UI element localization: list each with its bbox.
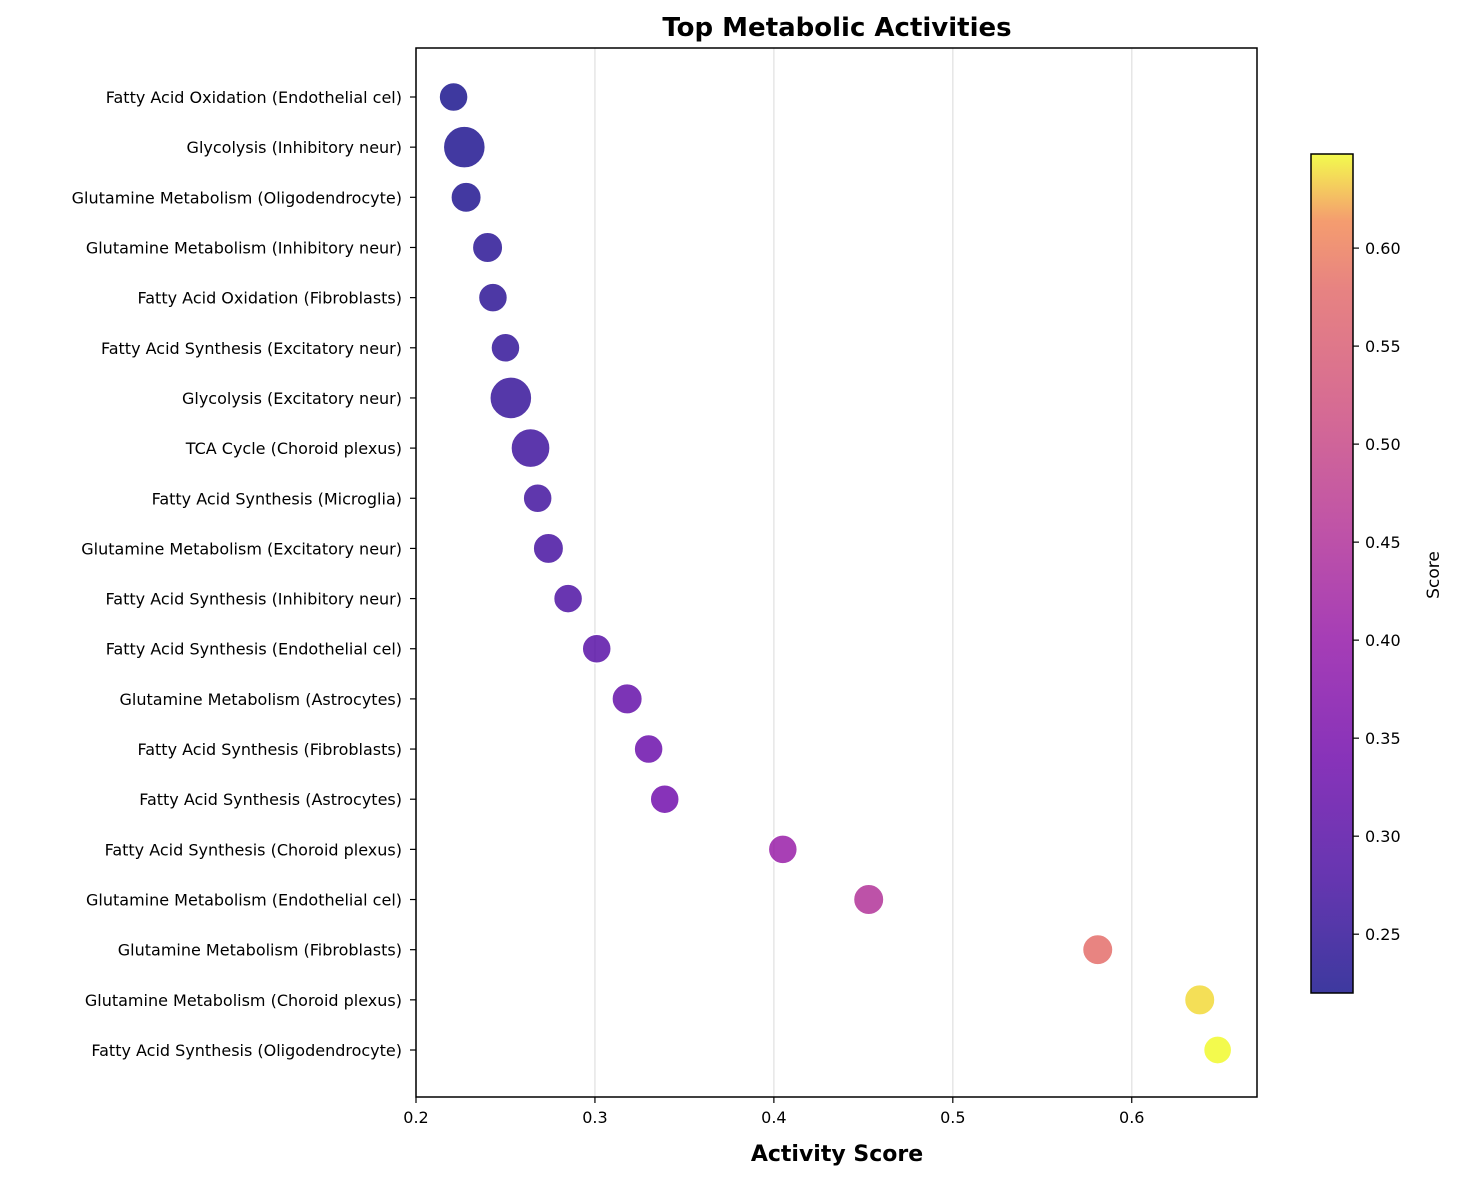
y-tick-label: Glutamine Metabolism (Fibroblasts)	[118, 941, 402, 960]
y-tick-label: Fatty Acid Synthesis (Excitatory neur)	[101, 339, 402, 358]
colorbar-tick-label: 0.40	[1365, 631, 1401, 650]
y-tick-label: Glycolysis (Excitatory neur)	[182, 389, 402, 408]
x-tick-label: 0.6	[1119, 1108, 1144, 1127]
data-point	[1081, 933, 1114, 966]
y-tick-label: TCA Cycle (Choroid plexus)	[185, 439, 402, 458]
colorbar-tick-label: 0.60	[1365, 239, 1401, 258]
colorbar-label: Score	[1424, 551, 1444, 599]
y-tick-label: Fatty Acid Synthesis (Microglia)	[152, 489, 402, 508]
y-tick-label: Fatty Acid Synthesis (Choroid plexus)	[105, 840, 402, 859]
colorbar-tick-label: 0.45	[1365, 533, 1401, 552]
colorbar	[1311, 154, 1353, 993]
data-point	[1183, 983, 1216, 1016]
y-tick-label: Fatty Acid Synthesis (Inhibitory neur)	[106, 590, 402, 609]
data-point	[438, 81, 469, 113]
data-point	[552, 583, 584, 614]
data-point	[767, 834, 799, 865]
plot-area-frame	[415, 47, 1258, 1098]
data-point	[581, 633, 612, 664]
y-tick-label: Glutamine Metabolism (Astrocytes)	[119, 690, 402, 709]
y-axis-labels: Fatty Acid Oxidation (Endothelial cel) Gl…	[72, 88, 416, 1060]
y-tick-label: Glutamine Metabolism (Inhibitory neur)	[86, 238, 402, 257]
x-tick-label: 0.4	[761, 1108, 786, 1127]
data-point	[477, 282, 509, 313]
x-axis-label: Activity Score	[751, 1142, 923, 1167]
data-points	[438, 81, 1233, 1065]
x-tick-label: 0.5	[940, 1108, 965, 1127]
data-point	[611, 682, 644, 715]
data-point	[1202, 1035, 1233, 1065]
y-tick-label: Glutamine Metabolism (Excitatory neur)	[81, 539, 402, 558]
x-tick-label: 0.2	[403, 1108, 428, 1127]
colorbar-ticks: 0.25 0.30 0.35 0.40 0.45 0.50 0.55 0.60	[1353, 239, 1401, 944]
y-tick-label: Glutamine Metabolism (Choroid plexus)	[85, 991, 402, 1010]
y-tick-label: Fatty Acid Synthesis (Endothelial cel)	[106, 640, 402, 659]
y-tick-label: Fatty Acid Synthesis (Astrocytes)	[139, 790, 402, 809]
x-tick-label: 0.3	[582, 1108, 607, 1127]
data-point	[490, 332, 521, 364]
colorbar-tick-label: 0.30	[1365, 827, 1401, 846]
data-point	[442, 125, 487, 169]
data-point	[522, 483, 553, 514]
y-tick-label: Fatty Acid Synthesis (Oligodendrocyte)	[91, 1041, 402, 1060]
y-tick-label: Glutamine Metabolism (Endothelial cel)	[86, 891, 402, 910]
data-point	[633, 733, 664, 765]
data-point	[532, 532, 565, 565]
data-point	[450, 181, 483, 214]
y-tick-label: Glutamine Metabolism (Oligodendrocyte)	[72, 188, 402, 207]
y-tick-label: Fatty Acid Synthesis (Fibroblasts)	[137, 740, 402, 759]
grid-lines	[415, 48, 1133, 1097]
x-axis-ticks: 0.2 0.3 0.4 0.5 0.6	[403, 1097, 1144, 1127]
y-tick-label: Glycolysis (Inhibitory neur)	[187, 138, 402, 157]
data-point	[852, 883, 885, 916]
colorbar-tick-label: 0.55	[1365, 337, 1401, 356]
colorbar-frame	[1310, 153, 1354, 994]
colorbar-tick-label: 0.25	[1365, 925, 1401, 944]
y-tick-label: Fatty Acid Oxidation (Fibroblasts)	[138, 289, 402, 308]
colorbar-tick-label: 0.35	[1365, 729, 1401, 748]
data-point	[510, 427, 551, 469]
data-point	[649, 783, 680, 815]
data-point	[471, 231, 504, 264]
data-point	[489, 376, 533, 420]
y-tick-label: Fatty Acid Oxidation (Endothelial cel)	[106, 88, 402, 107]
colorbar-tick-label: 0.50	[1365, 435, 1401, 454]
chart-title: Top Metabolic Activities	[662, 13, 1011, 43]
